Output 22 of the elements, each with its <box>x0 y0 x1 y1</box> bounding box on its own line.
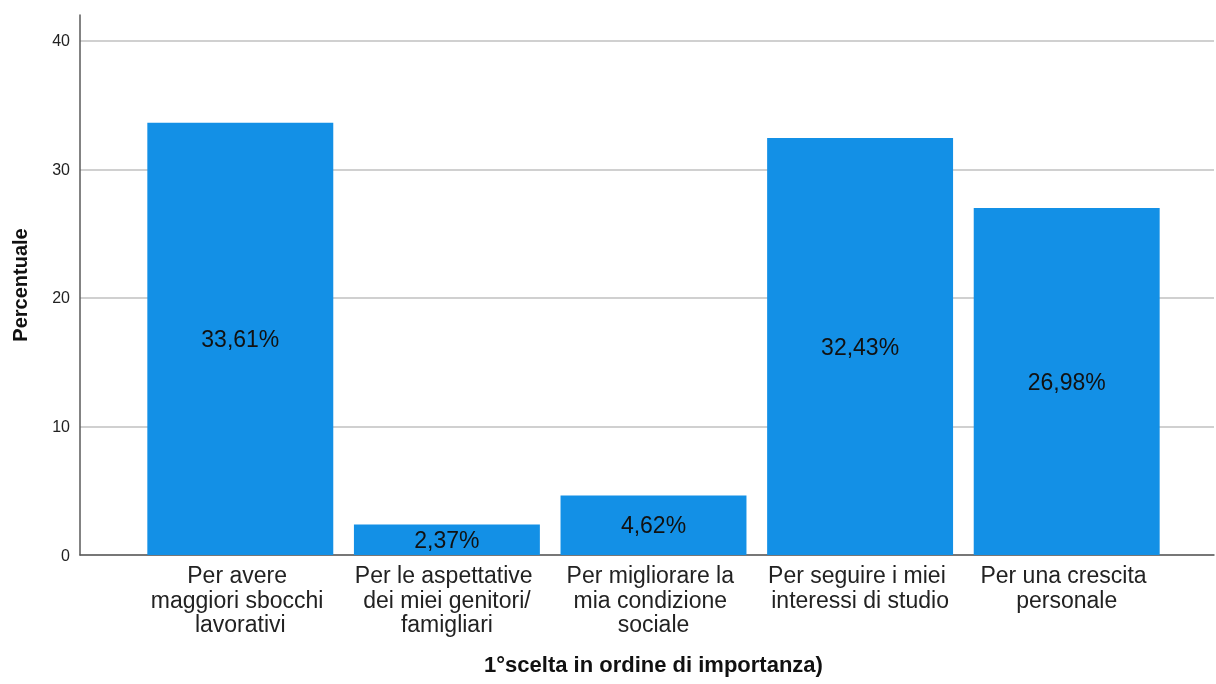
data-label: 33,61% <box>201 325 280 352</box>
x-tick-label: Per migliorare la mia condizione sociale <box>566 562 741 638</box>
bar <box>147 122 334 555</box>
x-tick-label: Per seguire i miei interessi di studio <box>768 562 953 613</box>
y-axis-title: Percentuale <box>9 228 31 342</box>
bar <box>353 524 540 555</box>
x-tick-label: Per avere maggiori sbocchi lavorativi <box>150 562 330 638</box>
y-tick-label: 20 <box>52 289 71 307</box>
data-label: 4,62% <box>620 512 687 539</box>
bar <box>767 138 954 555</box>
y-tick-label: 30 <box>52 160 71 178</box>
data-label: 2,37% <box>414 526 480 553</box>
x-axis-title: 1°scelta in ordine di importanza) <box>484 651 823 677</box>
x-tick-label: Per le aspettative dei miei genitori/famigliari <box>354 562 539 638</box>
y-tick-label: 40 <box>52 32 71 50</box>
data-label: 26,98% <box>1027 368 1106 395</box>
y-tick-label: 10 <box>52 417 71 435</box>
bar <box>560 495 747 555</box>
x-tick-label: Per una crescita personale <box>980 562 1153 613</box>
y-tick-label: 0 <box>61 546 71 564</box>
bar <box>973 208 1160 555</box>
data-label: 32,43% <box>821 333 900 360</box>
